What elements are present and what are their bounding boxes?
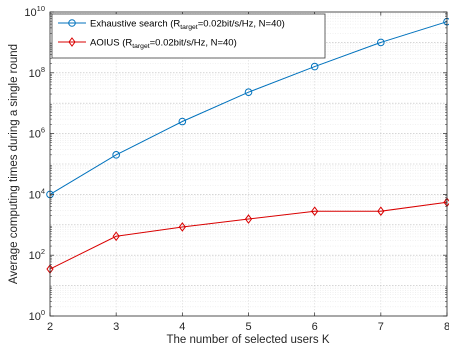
series-2-point-3 [112,231,120,242]
legend-label-1-sub: target [180,24,197,31]
x-tick-label-7: 7 [378,321,384,333]
series-line-2 [49,201,448,270]
legend: Exhaustive search (Rtarget=0.02bit/s/Hz,… [51,13,326,59]
legend-label-1: Exhaustive search (Rtarget=0.02bit/s/Hz,… [90,19,285,32]
x-tick-label-2: 2 [47,321,53,333]
series-1-point-3 [112,151,120,159]
legend-box [51,13,326,59]
legend-marker-1 [68,19,76,27]
y-tick-label-base: 10 [29,250,41,262]
legend-label-2-sub: target [132,43,149,50]
series-line-1 [49,21,448,195]
y-tick-label-2: 102 [29,247,45,262]
x-axis-label: The number of selected users K [167,334,330,346]
legend-label-2-main: AOIUS (R [90,38,132,49]
y-tick-label-exponent: 0 [41,308,45,317]
legend-entry-1: Exhaustive search (Rtarget=0.02bit/s/Hz,… [58,19,285,32]
series-2-point-5 [244,214,253,224]
series-2-point-6 [311,206,319,217]
y-tick-label-base: 10 [29,189,41,201]
y-tick-label-0: 100 [29,308,45,323]
y-tick-label-exponent: 10 [37,4,45,13]
y-tick-label-6: 106 [29,126,45,141]
y-tick-label-10: 1010 [24,4,45,19]
x-tick-label-5: 5 [245,321,251,333]
y-axis-label: Average computing times during a single … [8,44,20,284]
series-2-point-7 [377,206,385,217]
y-tick-label-exponent: 2 [41,247,45,256]
y-tick-label-base: 10 [29,311,41,323]
legend-label-1-tail: =0.02bit/s/Hz, N=40) [198,19,285,30]
x-tick-label-8: 8 [444,321,449,333]
series-1-point-5 [244,88,253,97]
series-2-point-4 [178,222,186,232]
legend-label-1-main: Exhaustive search (R [90,19,180,30]
x-tick-label-4: 4 [179,321,185,333]
legend-label-2-tail: =0.02bit/s/Hz, N=40) [150,38,237,49]
y-tick-label-4: 104 [29,186,45,201]
series-1-point-4 [178,117,187,126]
x-tick-label-3: 3 [113,321,119,333]
y-tick-label-exponent: 4 [41,186,45,195]
y-tick-label-base: 10 [24,7,36,19]
y-tick-label-base: 10 [29,129,41,141]
y-tick-label-exponent: 6 [41,126,45,135]
x-tick-label-6: 6 [312,321,318,333]
series-1-point-6 [310,62,319,71]
y-tick-label-base: 10 [29,68,41,80]
y-tick-label-exponent: 8 [41,65,45,74]
legend-entry-2: AOIUS (Rtarget=0.02bit/s/Hz, N=40) [58,37,237,51]
y-tick-label-8: 108 [29,65,45,80]
series-1-point-7 [377,38,385,47]
legend-marker-2 [68,37,76,47]
legend-label-2: AOIUS (Rtarget=0.02bit/s/Hz, N=40) [90,38,237,51]
